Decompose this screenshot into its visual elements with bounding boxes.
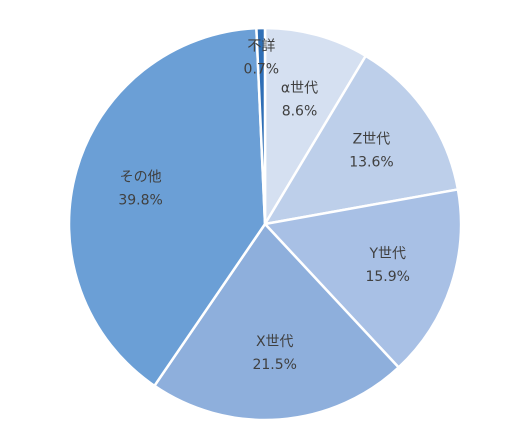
slice-label: Z世代	[353, 132, 391, 148]
value-label: 0.7%	[244, 61, 280, 77]
pie-slice	[67, 26, 267, 388]
value-label: 13.6%	[349, 155, 393, 171]
slice-label: その他	[120, 170, 162, 186]
pie-slice	[263, 188, 463, 369]
pie-slice	[263, 54, 460, 226]
pie-slice	[263, 26, 367, 226]
slice-label: α世代	[281, 80, 318, 96]
value-label: 21.5%	[252, 357, 296, 373]
slice-label: Y世代	[368, 246, 406, 262]
value-label: 15.9%	[365, 269, 409, 285]
slice-label: X世代	[256, 334, 294, 350]
slice-label: 不詳	[247, 38, 275, 54]
value-label: 8.6%	[282, 103, 318, 119]
pie-slice	[153, 222, 400, 422]
value-label: 39.8%	[118, 193, 162, 209]
pie-slice	[255, 26, 267, 226]
